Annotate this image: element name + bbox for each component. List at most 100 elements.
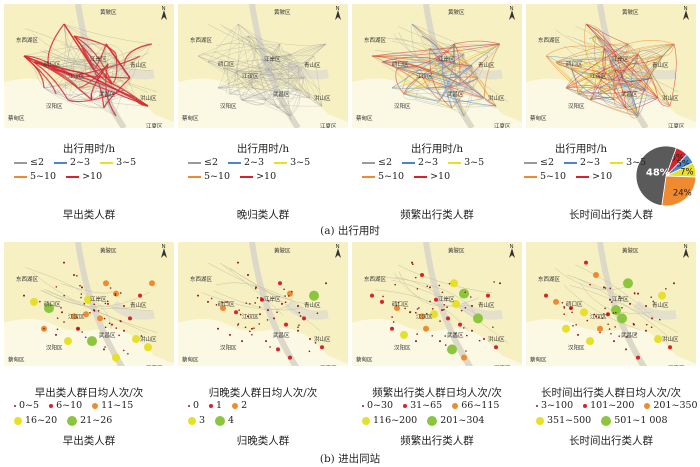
- od-flow-line: [437, 77, 449, 101]
- od-flow-line: [67, 89, 125, 103]
- district-label: 武昌区: [273, 331, 290, 339]
- station-dot: [278, 281, 282, 286]
- od-flow-line: [425, 53, 465, 89]
- station-dot: [635, 333, 637, 335]
- station-dot: [415, 340, 417, 343]
- od-flow-line: [222, 67, 275, 79]
- panel-caption: 频繁出行类人群: [400, 435, 474, 447]
- station-dot: [544, 293, 548, 298]
- station-dot: [441, 309, 443, 312]
- district-label: 青山区: [304, 61, 321, 69]
- station-dot: [84, 295, 92, 304]
- station-dot: [44, 303, 54, 314]
- od-flow-line: [585, 23, 647, 91]
- od-flow-line: [241, 88, 299, 101]
- od-flow-line: [247, 35, 299, 67]
- od-flow-line: [285, 43, 327, 85]
- district-label: 武昌区: [447, 90, 464, 98]
- od-flow-line: [217, 77, 305, 89]
- district-label: 硚口区: [218, 301, 235, 308]
- legend-title: 频繁出行类人群日均人次/次: [372, 387, 502, 399]
- od-flow-line: [237, 23, 299, 91]
- district-label: 蔡甸区: [530, 356, 547, 364]
- od-flow-line: [555, 61, 659, 99]
- od-flow-line: [595, 75, 653, 82]
- district-label: 东西湖区: [538, 275, 561, 283]
- water-area: [352, 318, 522, 366]
- station-dot: [93, 303, 95, 306]
- station-dot: [625, 348, 627, 351]
- od-flow-line: [63, 23, 95, 71]
- od-flow-line: [439, 99, 453, 109]
- legend-label: 2~3: [580, 157, 601, 168]
- district-label: 黄陂区: [274, 8, 291, 16]
- district-label: 汉阳区: [220, 343, 237, 351]
- od-flow-line: [217, 75, 249, 89]
- station-dot: [464, 291, 467, 294]
- od-flow-line: [371, 55, 441, 101]
- legend-item: 2: [232, 400, 247, 411]
- station-dot: [302, 316, 306, 321]
- district-boundary: [219, 262, 321, 331]
- legend-label: ≤2: [204, 157, 219, 168]
- od-flow-line: [270, 43, 281, 79]
- station-dot: [273, 317, 275, 320]
- od-flow-line: [246, 75, 267, 101]
- district-label: 硚口区: [566, 301, 583, 308]
- district-label: 江夏区: [668, 123, 685, 128]
- od-flow-line: [607, 73, 647, 91]
- district-label: 江岸区: [264, 56, 281, 63]
- legend-label: 2~3: [418, 157, 439, 168]
- legend-row: 5~10 >10: [188, 171, 276, 182]
- district-label: 青山区: [130, 301, 147, 309]
- station-dot: [144, 343, 152, 352]
- station-dot: [259, 313, 261, 316]
- legend-item: 2~3: [402, 157, 438, 168]
- od-flow-line: [235, 71, 267, 101]
- od-flow-line: [241, 89, 299, 101]
- od-flow-line: [207, 61, 267, 101]
- legend-dot: [67, 415, 78, 426]
- od-flow-line: [411, 23, 489, 57]
- station-dot: [80, 293, 83, 295]
- od-flow-line: [599, 77, 653, 89]
- station-dot: [450, 279, 458, 288]
- district-label: 洪山区: [314, 335, 331, 343]
- map-panel-long-station: N 黄陂区 东西湖区 硚口区 江岸区 江汉区 武昌区 青山区 洪山区 汉阳区 蔡甸区 江夏区: [526, 242, 696, 366]
- od-flow-line: [222, 67, 269, 73]
- legend-item: ≤2: [524, 157, 554, 168]
- od-flow-line: [241, 99, 323, 107]
- station-dot: [411, 261, 413, 264]
- district-boundary: [555, 268, 634, 291]
- station-dot: [63, 321, 65, 323]
- od-flow-line: [247, 35, 279, 109]
- od-flow-line: [391, 87, 465, 117]
- od-flow-line: [585, 23, 623, 79]
- station-dot: [23, 294, 25, 297]
- district-boundary: [201, 52, 292, 70]
- station-dot: [97, 315, 103, 322]
- station-dot: [431, 335, 434, 337]
- od-flow-line: [267, 43, 281, 71]
- station-dot: [464, 306, 467, 309]
- district-label: 汉阳区: [568, 102, 585, 110]
- north-label: N: [162, 6, 166, 12]
- district-boundary: [32, 272, 158, 333]
- district-label: 江夏区: [320, 365, 337, 366]
- north-label: N: [510, 244, 514, 250]
- station-dot: [64, 337, 72, 346]
- legend-label: 1: [216, 400, 223, 411]
- legend-label: 66~115: [461, 400, 500, 411]
- station-dot: [409, 311, 412, 313]
- station-dot: [400, 330, 408, 339]
- od-flow-line: [207, 35, 249, 63]
- station-dot: [220, 305, 226, 312]
- od-flow-line: [55, 59, 89, 95]
- district-label: 东西湖区: [190, 275, 213, 283]
- district-label: 江汉区: [242, 72, 259, 80]
- station-dot: [471, 329, 473, 332]
- od-flow-line: [289, 77, 305, 117]
- legend-swatch: [66, 175, 80, 178]
- pie-slice: [661, 175, 697, 207]
